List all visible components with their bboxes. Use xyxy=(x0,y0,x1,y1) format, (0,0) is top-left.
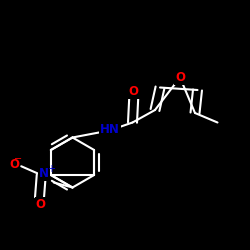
Text: +: + xyxy=(47,164,55,174)
Text: HN: HN xyxy=(100,123,120,136)
Text: O: O xyxy=(175,71,185,84)
Text: O: O xyxy=(9,158,19,172)
Text: O: O xyxy=(36,198,46,211)
Text: O: O xyxy=(129,85,139,98)
Text: N: N xyxy=(39,167,49,180)
Text: −: − xyxy=(14,154,22,164)
